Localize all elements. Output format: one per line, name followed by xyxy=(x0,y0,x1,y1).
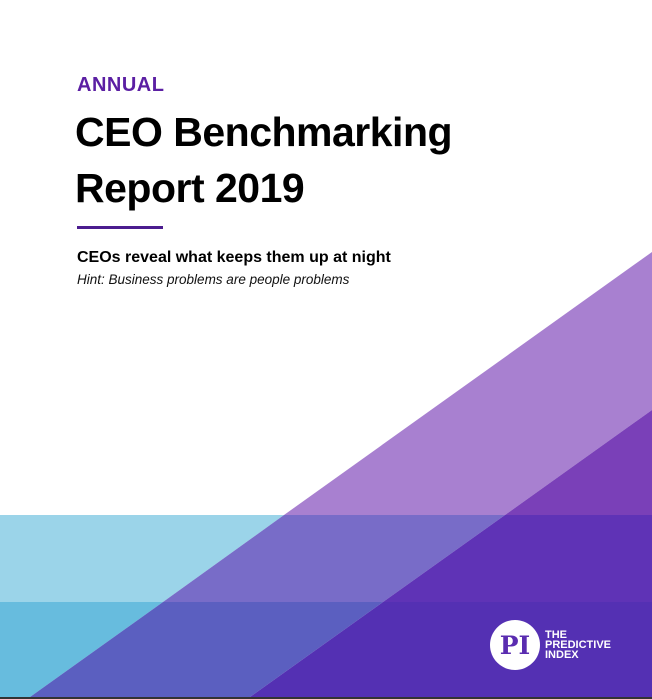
light-blue-band xyxy=(0,515,284,602)
report-hint: Hint: Business problems are people probl… xyxy=(77,272,350,287)
title-line-1: CEO Benchmarking xyxy=(75,109,453,155)
page-bottom-edge xyxy=(0,697,652,699)
title-line-2: Report 2019 xyxy=(75,165,305,211)
logo-line-1: THE xyxy=(545,629,567,641)
logo-wordmark: THE PREDICTIVE INDEX xyxy=(545,629,612,661)
logo-line-2: PREDICTIVE xyxy=(545,639,612,651)
pi-logo-mark: PI xyxy=(490,620,540,670)
report-subtitle: CEOs reveal what keeps them up at night xyxy=(77,249,391,266)
dark-band-upper xyxy=(383,515,652,602)
dark-band-lower xyxy=(250,602,652,697)
title-divider xyxy=(77,226,163,229)
logo-line-3: INDEX xyxy=(545,649,579,661)
mid-band-upper xyxy=(163,515,505,602)
report-title: CEO Benchmarking Report 2019 xyxy=(75,104,453,216)
mid-band-lower xyxy=(30,602,383,697)
dark-purple-region xyxy=(505,410,652,515)
report-kicker: ANNUAL xyxy=(77,74,165,96)
blue-band xyxy=(0,602,163,697)
light-purple-region xyxy=(284,252,652,515)
predictive-index-logo: PI THE PREDICTIVE INDEX xyxy=(490,620,611,670)
